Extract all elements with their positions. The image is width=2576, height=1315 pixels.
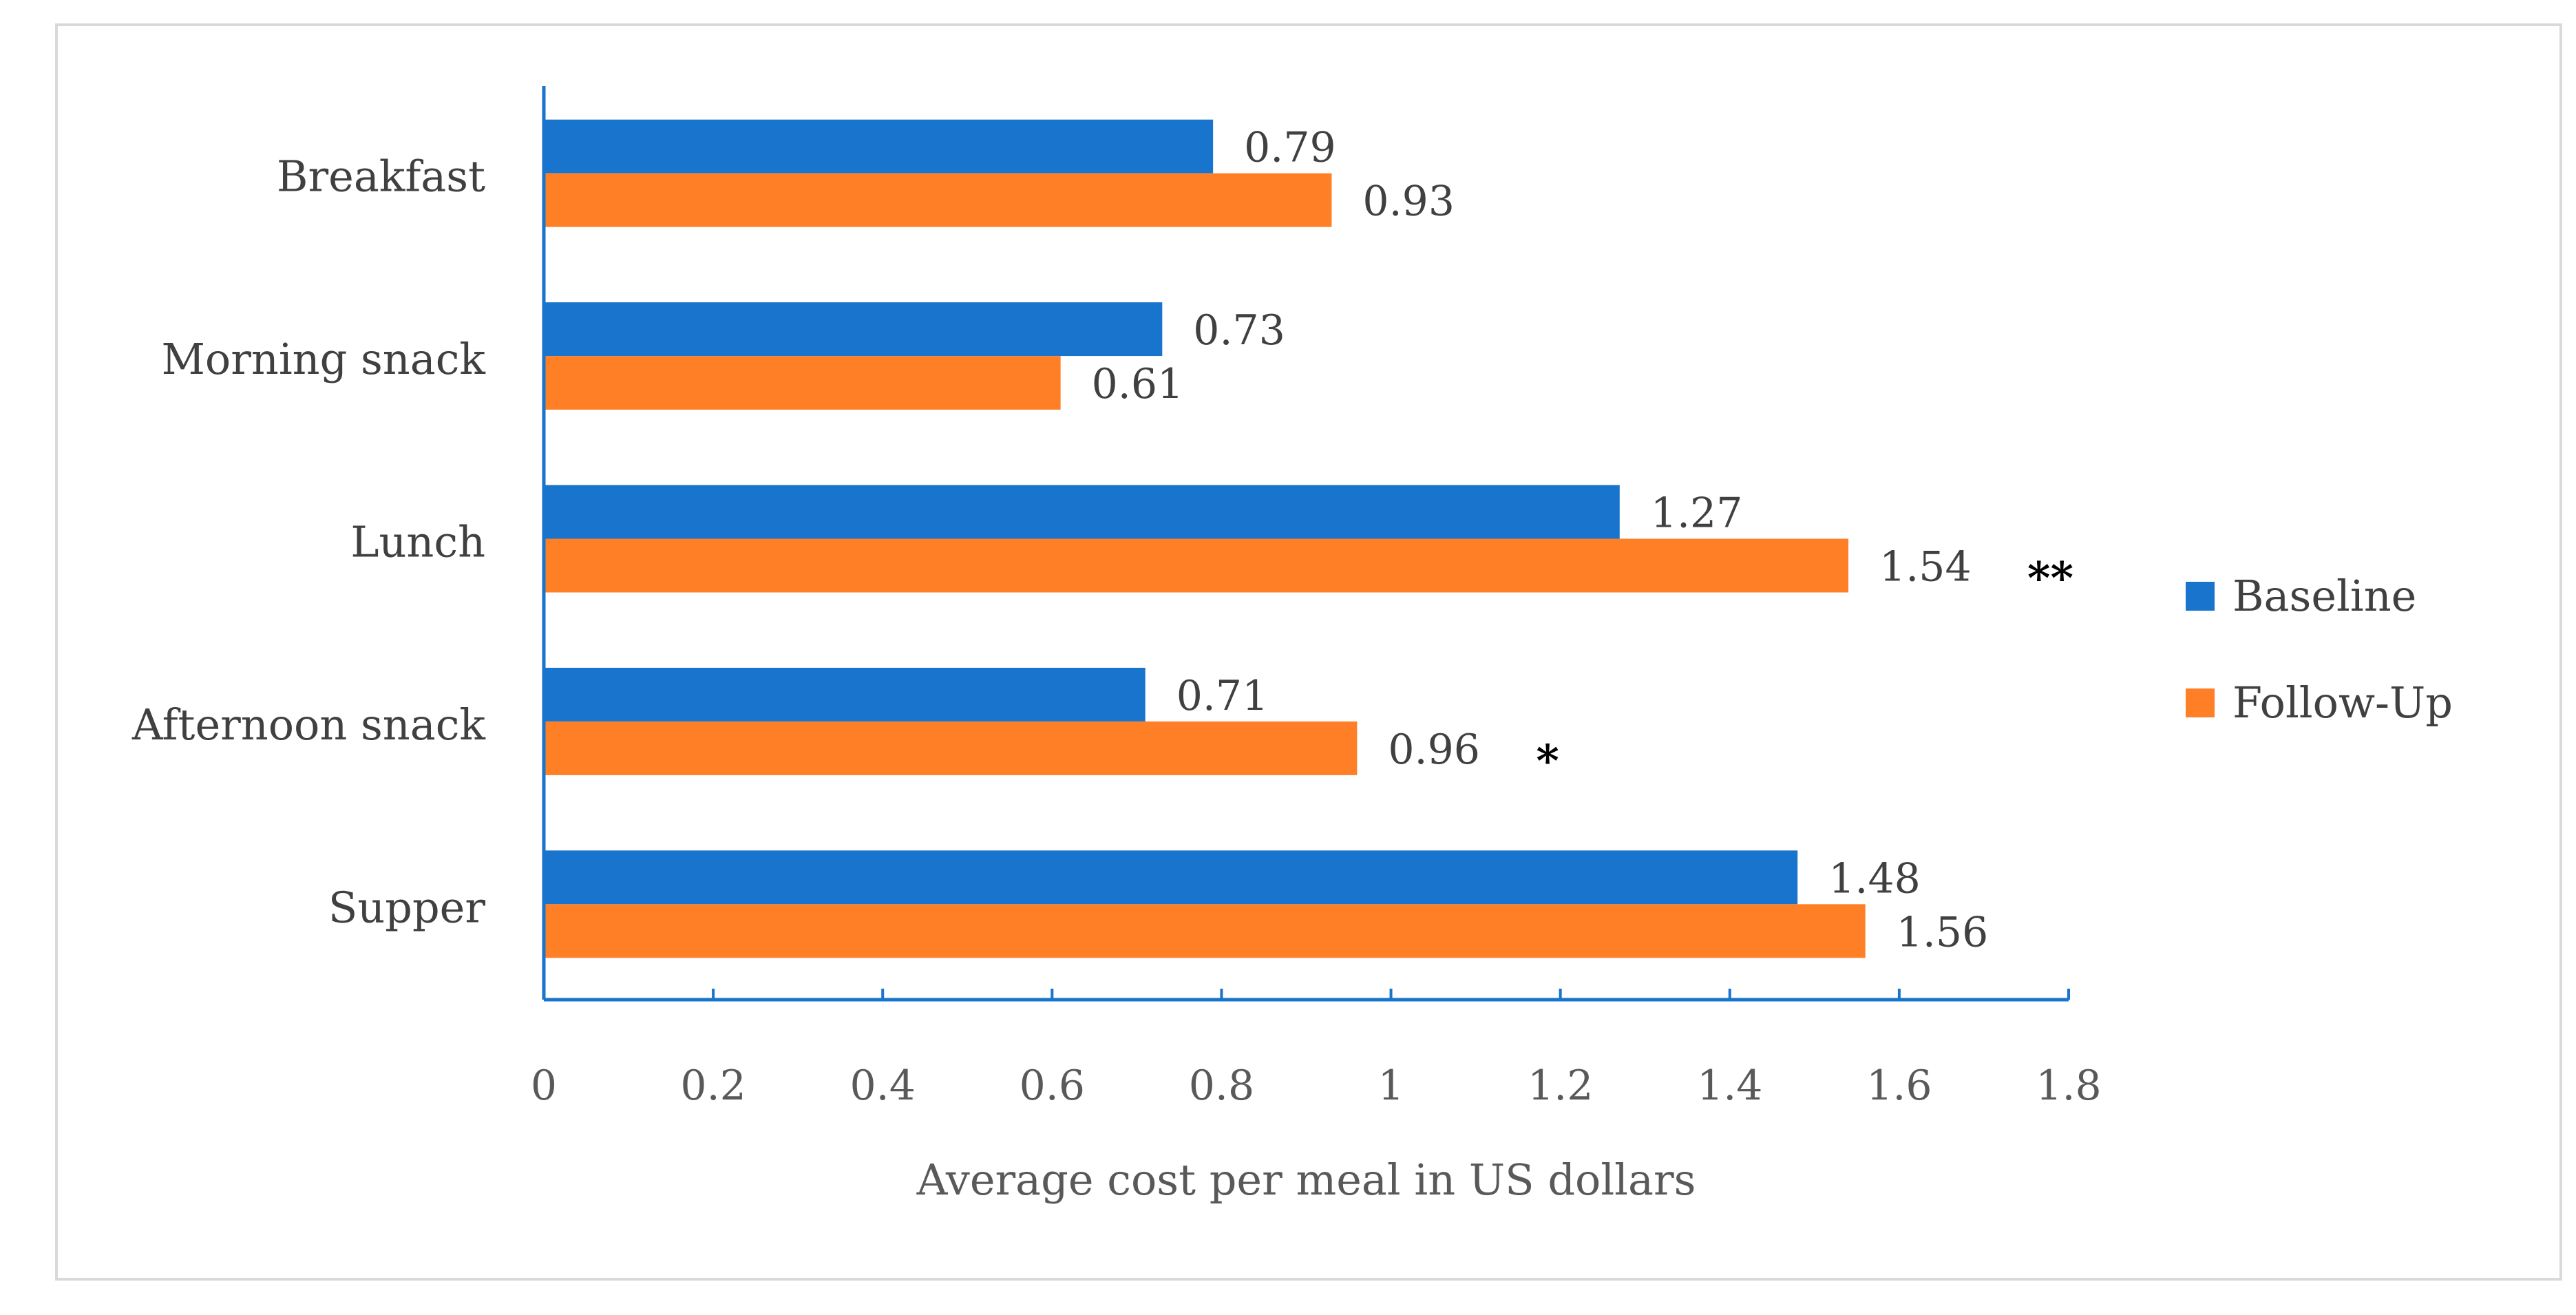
bar-follow-up[interactable] xyxy=(544,356,1061,410)
bar-baseline[interactable] xyxy=(544,119,1214,173)
bar-follow-up[interactable] xyxy=(544,173,1332,227)
data-label: 0.96 xyxy=(1388,726,1480,774)
bar-follow-up[interactable] xyxy=(544,904,1866,958)
bar-follow-up[interactable] xyxy=(544,538,1849,593)
x-tick-label: 1.8 xyxy=(2036,1062,2101,1110)
category-label: Lunch xyxy=(350,517,485,567)
data-label: 0.79 xyxy=(1244,124,1336,172)
x-axis-title: Average cost per meal in US dollars xyxy=(916,1155,1696,1205)
data-label: 1.56 xyxy=(1897,908,1989,956)
legend-label: Follow-Up xyxy=(2232,677,2453,728)
x-tick-label: 1.2 xyxy=(1528,1062,1593,1110)
category-label: Morning snack xyxy=(161,334,485,384)
category-label: Supper xyxy=(328,882,485,932)
x-tick-label: 1.6 xyxy=(1866,1062,1932,1110)
x-tick-label: 0.8 xyxy=(1189,1062,1254,1110)
data-label: 0.71 xyxy=(1176,672,1269,720)
x-tick-label: 0.2 xyxy=(680,1062,746,1110)
chart-frame-border xyxy=(55,23,2562,1281)
x-tick-label: 1 xyxy=(1377,1062,1404,1110)
bar-baseline[interactable] xyxy=(544,667,1146,722)
legend-label: Baseline xyxy=(2232,571,2416,621)
bar-follow-up[interactable] xyxy=(544,721,1358,775)
significance-marker: * xyxy=(1536,735,1559,787)
legend-swatch-baseline xyxy=(2186,582,2215,611)
data-label: 1.48 xyxy=(1828,854,1921,903)
bar-baseline[interactable] xyxy=(544,850,1798,905)
significance-marker: ** xyxy=(2027,553,2073,604)
legend-swatch-follow-up xyxy=(2186,688,2215,717)
data-label: 1.54 xyxy=(1879,543,1972,591)
category-label: Afternoon snack xyxy=(131,699,486,750)
x-tick-label: 1.4 xyxy=(1697,1062,1762,1110)
bar-baseline[interactable] xyxy=(544,302,1163,357)
x-tick-label: 0 xyxy=(531,1062,557,1110)
x-tick-label: 0.4 xyxy=(850,1062,916,1110)
category-label: Breakfast xyxy=(277,151,485,202)
data-label: 0.93 xyxy=(1362,178,1455,226)
data-label: 0.73 xyxy=(1193,306,1285,355)
data-label: 0.61 xyxy=(1092,360,1184,408)
data-label: 1.27 xyxy=(1651,490,1743,538)
bar-baseline[interactable] xyxy=(544,485,1620,539)
x-tick-label: 0.6 xyxy=(1020,1062,1085,1110)
